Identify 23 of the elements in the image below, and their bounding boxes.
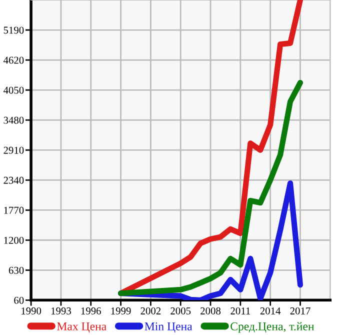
y-tick-label: 1200 (4, 236, 24, 244)
y-tick-label: 2340 (4, 176, 24, 184)
x-tick-label: 2017 (290, 307, 310, 314)
legend-label: Сред.Цена, т.йен (230, 322, 314, 333)
x-tick-label: 1996 (81, 307, 101, 314)
y-tick-label: 60 (14, 296, 24, 304)
x-tick-label: 2011 (230, 307, 250, 314)
legend-label: Max Цена (57, 322, 106, 333)
x-tick-label: 1999 (111, 307, 131, 314)
x-tick-label: 2002 (140, 307, 161, 314)
y-tick-label: 4620 (3, 56, 24, 64)
y-tick-label: 630 (8, 266, 24, 274)
y-tick-label: 3480 (4, 116, 24, 124)
x-tick-label: 2005 (170, 307, 191, 314)
y-tick-label: 2910 (4, 146, 24, 154)
x-tick-label: 1990 (22, 307, 42, 314)
y-tick-label: 4050 (3, 86, 24, 94)
y-tick-label: 1770 (4, 206, 24, 214)
legend-label: Min Цена (144, 322, 192, 333)
x-tick-label: 1993 (51, 307, 71, 314)
y-tick-label: 5190 (4, 26, 24, 34)
x-tick-label: 2014 (260, 307, 281, 314)
x-tick-label: 2008 (200, 307, 221, 314)
